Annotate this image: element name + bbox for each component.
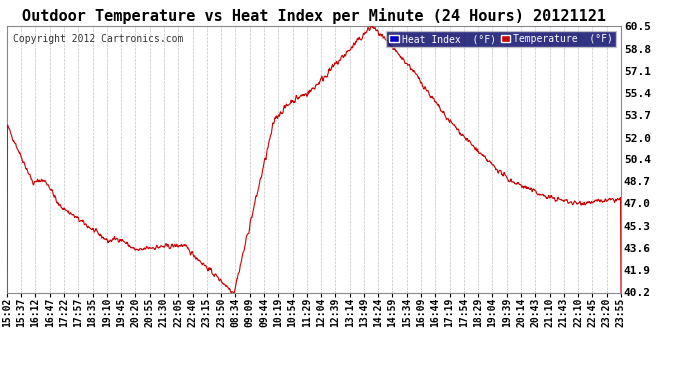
Text: Copyright 2012 Cartronics.com: Copyright 2012 Cartronics.com [13, 34, 184, 44]
Legend: Heat Index  (°F), Temperature  (°F): Heat Index (°F), Temperature (°F) [386, 31, 616, 47]
Title: Outdoor Temperature vs Heat Index per Minute (24 Hours) 20121121: Outdoor Temperature vs Heat Index per Mi… [22, 8, 606, 24]
